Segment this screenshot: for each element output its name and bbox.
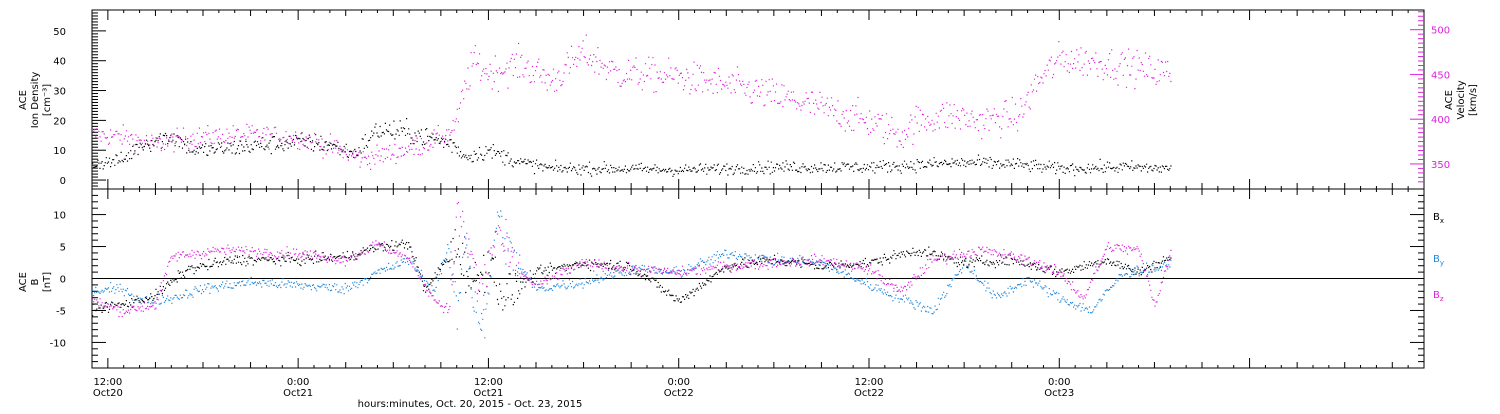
time-tick-label: 0:00 — [287, 377, 309, 388]
density-tick-label: 50 — [53, 27, 66, 38]
b-tick-label: 5 — [60, 243, 66, 254]
velocity-tick-label: 500 — [1431, 26, 1450, 37]
legend-bz-subscript: z — [1440, 295, 1444, 303]
bottom-dots-bx — [92, 229, 1172, 317]
time-tick-label: 12:00 — [474, 377, 503, 388]
b-tick-label: -10 — [50, 338, 66, 349]
velocity-axis-label-line-1: ACE — [1444, 90, 1455, 110]
date-tick-label: Oct22 — [854, 388, 884, 399]
density-axis-label-line-1: ACE — [18, 90, 29, 110]
b-axis-label-line-1: ACE — [18, 272, 29, 292]
axes: 12:00Oct200:00Oct2112:00Oct210:00Oct2212… — [91, 10, 1425, 410]
density-tick-label: 20 — [53, 116, 66, 127]
density-tick-label: 40 — [53, 57, 66, 68]
legend-bx-subscript: x — [1440, 217, 1444, 225]
time-tick-label: 12:00 — [93, 377, 122, 388]
top-series-velocity — [92, 34, 1172, 170]
date-tick-label: Oct21 — [473, 388, 503, 399]
bottom-panel: -10 -5 0 5 10 ACE B [nT] Bx By Bz — [18, 188, 1444, 369]
density-tick-label: 10 — [53, 146, 66, 157]
b-tick-label: -5 — [56, 306, 66, 317]
legend-bz: Bz — [1433, 290, 1444, 303]
velocity-axis-label-line-2: Velocity — [1456, 80, 1467, 119]
velocity-tick-label: 400 — [1431, 115, 1450, 126]
velocity-axis-label-line-3: [km/s] — [1468, 84, 1479, 116]
data-marks — [92, 34, 1172, 339]
time-tick-label: 0:00 — [667, 377, 689, 388]
legend-bx: Bx — [1433, 212, 1444, 225]
b-tick-label: 0 — [60, 275, 66, 286]
velocity-tick-label: 350 — [1431, 160, 1450, 171]
density-axis-label-line-2: Ion Density — [30, 72, 41, 129]
date-tick-label: Oct23 — [1044, 388, 1074, 399]
date-tick-label: Oct20 — [93, 388, 123, 399]
bottom-series-bz — [92, 201, 1172, 318]
bottom-dots-bz — [92, 201, 1172, 318]
velocity-tick-label: 450 — [1431, 70, 1450, 81]
density-axis-label-line-3: [cm⁻³] — [42, 84, 53, 116]
date-tick-label: Oct21 — [283, 388, 313, 399]
top-dots-density — [92, 118, 1172, 177]
legend-by: By — [1433, 254, 1444, 267]
b-axis-label-line-2: B — [30, 278, 41, 285]
top-series-density — [92, 118, 1172, 177]
density-tick-label: 30 — [53, 87, 66, 98]
time-tick-label: 12:00 — [855, 377, 884, 388]
date-tick-label: Oct22 — [664, 388, 694, 399]
b-tick-label: 10 — [53, 211, 66, 222]
bottom-dots-by — [92, 210, 1172, 339]
bottom-series-bx — [92, 229, 1172, 317]
bottom-series-by — [92, 210, 1172, 339]
legend-by-subscript: y — [1440, 259, 1444, 267]
time-tick-label: 0:00 — [1048, 377, 1070, 388]
b-axis-label-line-3: [nT] — [42, 272, 53, 292]
density-tick-label: 0 — [60, 176, 66, 187]
top-dots-velocity — [92, 34, 1172, 170]
x-axis-title: hours:minutes, Oct. 20, 2015 - Oct. 23, … — [358, 399, 583, 410]
